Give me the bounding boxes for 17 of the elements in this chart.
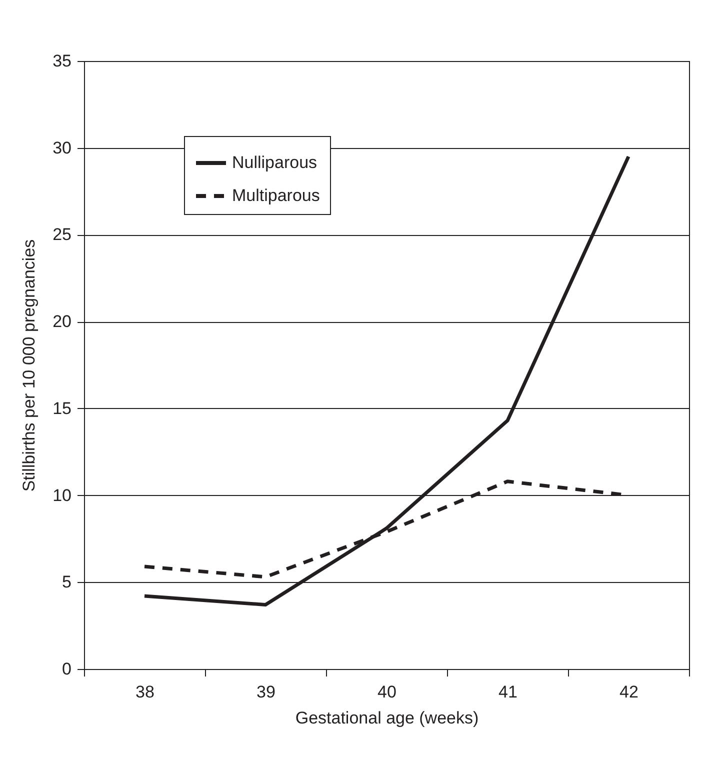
x-tick-label: 39 — [256, 682, 276, 702]
x-tick-label: 41 — [498, 682, 518, 702]
y-tick-label: 10 — [52, 486, 72, 505]
y-tick-label: 15 — [52, 398, 72, 418]
y-tick-label: 30 — [52, 138, 72, 158]
x-tick-label: 38 — [136, 682, 154, 702]
x-tick-label: 42 — [620, 682, 638, 702]
y-tick-label: 35 — [52, 52, 72, 70]
y-tick-label: 20 — [52, 312, 72, 332]
legend-label: Nulliparous — [232, 153, 318, 172]
x-tick-label: 40 — [378, 682, 396, 702]
y-tick-label: 5 — [62, 572, 72, 592]
y-tick-label: 0 — [62, 660, 72, 678]
legend-label: Multiparous — [232, 186, 320, 205]
x-axis-title: Gestational age (weeks) — [295, 708, 479, 728]
y-axis-title: Stillbirths per 10 000 pregnancies — [20, 239, 39, 492]
y-tick-label: 25 — [52, 225, 72, 244]
